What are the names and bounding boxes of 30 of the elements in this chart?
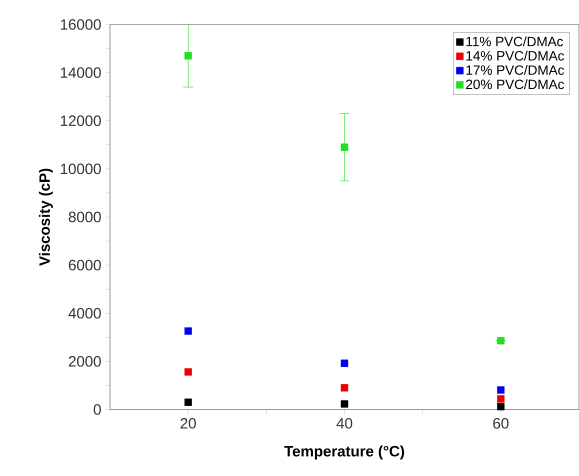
point	[497, 395, 505, 403]
point	[184, 368, 192, 376]
point	[340, 400, 348, 408]
y-tick-label: 14000	[60, 67, 101, 78]
point	[340, 360, 348, 367]
y-tick-label: 12000	[60, 115, 101, 126]
y-tick-label: 0	[94, 404, 101, 415]
y-axis-title: Viscosity (cP)	[38, 168, 53, 266]
point	[184, 398, 192, 406]
y-tick-label: 10000	[60, 164, 101, 174]
point	[184, 52, 192, 60]
point	[497, 386, 505, 394]
point	[340, 144, 348, 151]
y-tick-label: 4000	[68, 308, 101, 319]
y-tick-label: 6000	[68, 260, 101, 270]
legend-label: 14% PVC/DMAc	[466, 50, 564, 61]
x-axis-title: Temperature (°C)	[284, 446, 404, 460]
legend-label: 20% PVC/DMAc	[466, 79, 564, 90]
legend-label: 17% PVC/DMAc	[466, 64, 564, 75]
y-tick-label: 8000	[68, 212, 101, 222]
point	[184, 327, 192, 335]
point	[340, 384, 348, 392]
x-tick-label: 40	[336, 418, 352, 429]
x-tick-label: 20	[180, 418, 196, 429]
point	[497, 402, 505, 410]
legend-label: 11% PVC/DMAc	[466, 36, 564, 46]
y-tick-label: 2000	[68, 356, 101, 367]
point	[497, 336, 505, 344]
y-tick-label: 16000	[60, 19, 101, 30]
x-tick-label: 60	[493, 418, 509, 429]
